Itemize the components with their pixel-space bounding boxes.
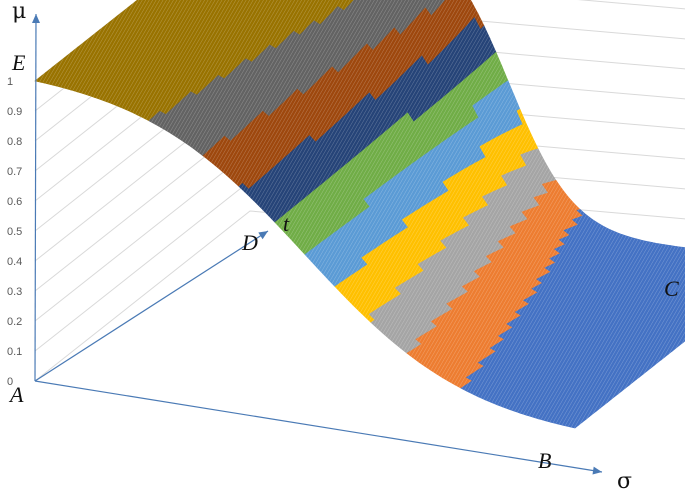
surface — [34, 0, 685, 429]
